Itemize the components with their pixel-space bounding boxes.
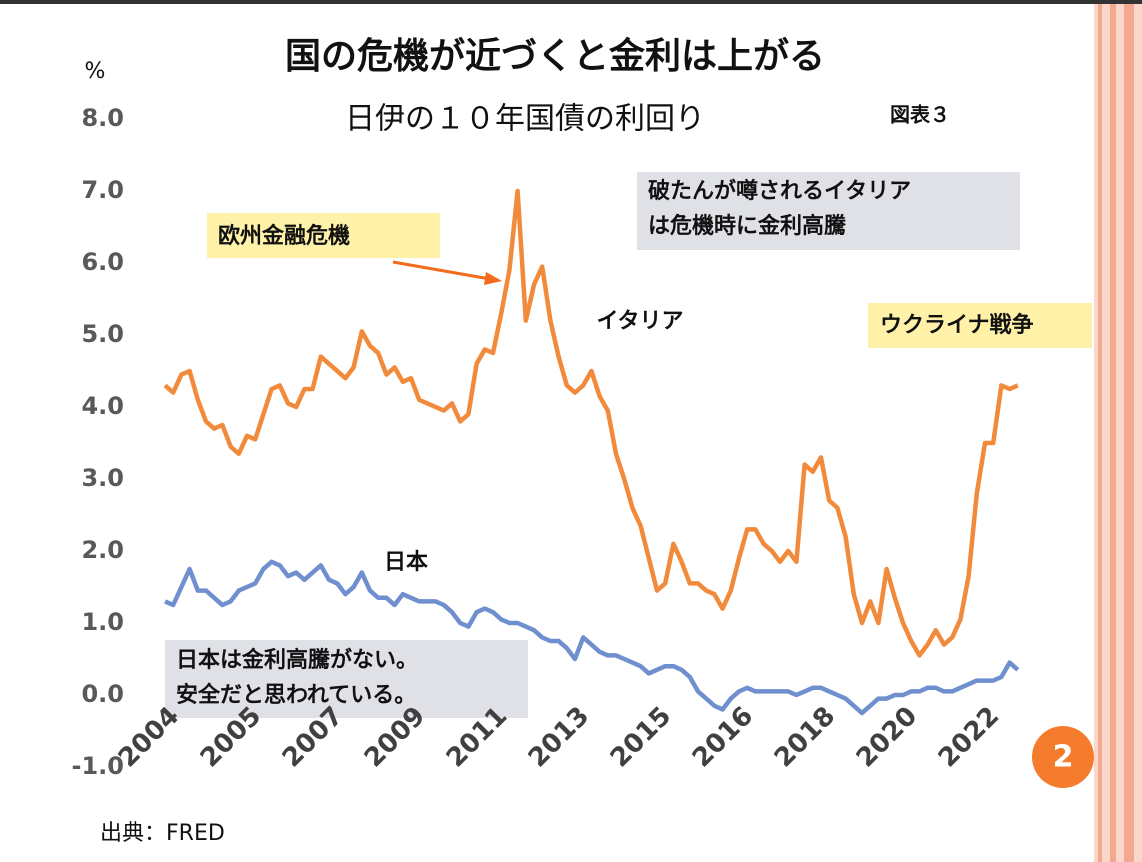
series-label: 日本 bbox=[384, 550, 428, 575]
y-tick-label: 1.0 bbox=[81, 608, 124, 636]
x-tick-label: 2022 bbox=[933, 701, 1005, 773]
annotation: 日本は金利高騰がない。 bbox=[176, 647, 418, 673]
x-tick-label: 2004 bbox=[113, 701, 185, 773]
annotation-box bbox=[207, 213, 440, 258]
side-stripe bbox=[1110, 4, 1116, 862]
series-label: イタリア bbox=[596, 309, 683, 334]
y-tick-label: 8.0 bbox=[81, 104, 124, 132]
page-badge bbox=[1032, 726, 1094, 788]
x-tick-label: 2016 bbox=[687, 701, 759, 773]
arrow-head bbox=[484, 272, 502, 285]
annotation: 破たんが噂されるイタリア bbox=[648, 178, 911, 204]
chart-subtitle: 日伊の１０年国債の利回り bbox=[345, 102, 705, 137]
annotation-box bbox=[868, 303, 1092, 348]
y-tick-label: -1.0 bbox=[72, 752, 124, 780]
side-stripe bbox=[1124, 4, 1134, 862]
page-number: 2 bbox=[1053, 740, 1074, 775]
y-tick-label: 0.0 bbox=[81, 680, 124, 708]
y-tick-label: 7.0 bbox=[81, 176, 124, 204]
annotation-box bbox=[637, 172, 1020, 250]
y-tick-label: 4.0 bbox=[81, 392, 124, 420]
source: 出典：FRED bbox=[100, 821, 225, 846]
annotation: 欧州金融危機 bbox=[218, 223, 350, 249]
annotation: 安全だと思われている。 bbox=[176, 682, 416, 708]
x-tick-label: 2013 bbox=[523, 701, 595, 773]
annotation: ウクライナ戦争 bbox=[880, 312, 1034, 338]
y-unit: % bbox=[85, 59, 106, 84]
x-tick-label: 2018 bbox=[769, 701, 841, 773]
annotation-box bbox=[165, 640, 528, 718]
series-line bbox=[164, 559, 1020, 716]
y-tick-label: 3.0 bbox=[81, 464, 124, 492]
y-tick-label: 6.0 bbox=[81, 248, 124, 276]
arrow bbox=[392, 260, 491, 281]
side-stripe bbox=[1098, 4, 1102, 862]
series-line bbox=[163, 188, 1019, 658]
y-tick-label: 2.0 bbox=[81, 536, 124, 564]
x-tick-label: 2015 bbox=[605, 701, 677, 773]
figure-label: 図表３ bbox=[890, 103, 950, 127]
y-tick-label: 5.0 bbox=[81, 320, 124, 348]
annotation: は危機時に金利高騰 bbox=[648, 213, 846, 239]
chart-title: 国の危機が近づくと金利は上がる bbox=[285, 35, 825, 77]
top-border bbox=[0, 0, 1142, 4]
